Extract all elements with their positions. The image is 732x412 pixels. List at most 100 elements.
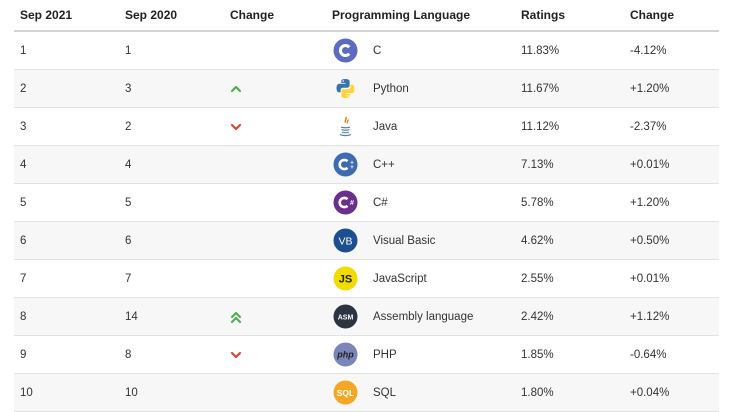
header-ratings[interactable]: Ratings	[521, 8, 566, 22]
sql-logo-icon: SQL	[333, 380, 358, 405]
change-value: +1.12%	[630, 310, 670, 323]
language-cell: Java	[332, 114, 520, 139]
language-cell: VB Visual Basic	[332, 228, 520, 253]
table-row[interactable]: 10 10 SQL SQL 1.80% +0.04%	[14, 374, 719, 412]
table-row[interactable]: 6 6 VB Visual Basic 4.62% +0.50%	[14, 222, 719, 260]
arrow-down-icon	[230, 122, 242, 132]
rank-2021: 4	[20, 158, 27, 171]
rank-2020: 4	[125, 158, 132, 171]
logo-text: SQL	[337, 388, 354, 398]
table-row[interactable]: 5 5 # C# 5.78% +1.20%	[14, 184, 719, 222]
java-logo-icon	[333, 114, 358, 139]
header-programming-language[interactable]: Programming Language	[332, 8, 471, 22]
rank-2020: 7	[125, 272, 132, 285]
change-value: +0.50%	[630, 234, 670, 247]
rank-2021: 3	[20, 120, 27, 133]
language-cell: ASM Assembly language	[332, 304, 520, 329]
csharp-logo-icon: #	[333, 190, 358, 215]
table-row[interactable]: 1 1 C 11.83% -4.12%	[14, 32, 719, 70]
language-name: C	[373, 44, 382, 57]
table-row[interactable]: 3 2 Java 11.12% -2.37%	[14, 108, 719, 146]
table-row[interactable]: 2 3 Python 11.67% +1.20%	[14, 70, 719, 108]
rank-2021: 7	[20, 272, 27, 285]
svg-text:+: +	[350, 161, 354, 167]
language-cell: php PHP	[332, 342, 520, 367]
change-value: +0.01%	[630, 158, 670, 171]
cpp-logo-icon: + +	[333, 152, 358, 177]
logo-text: php	[336, 350, 354, 360]
language-name: C#	[373, 196, 388, 209]
language-name: SQL	[373, 386, 397, 399]
rating-value: 2.55%	[521, 272, 554, 285]
rank-2021: 2	[20, 82, 27, 95]
c-logo-icon	[333, 38, 358, 63]
arrow-down-icon	[230, 350, 242, 360]
rank-2020: 6	[125, 234, 132, 247]
rank-2021: 9	[20, 348, 27, 361]
rank-2020: 8	[125, 348, 132, 361]
table-body: 1 1 C 11.83% -4.12% 2 3 Python 11.67% +1.20% 3 2 Jav…	[14, 32, 719, 412]
language-cell: # C#	[332, 190, 520, 215]
language-cell: C	[332, 38, 520, 63]
change-value: +0.01%	[630, 272, 670, 285]
trend-cell	[226, 350, 332, 360]
rating-value: 11.12%	[521, 120, 560, 133]
language-name: C++	[373, 158, 395, 171]
change-value: +1.20%	[630, 196, 670, 209]
rank-2020: 10	[125, 386, 138, 399]
language-name: Java	[373, 120, 398, 133]
rating-value: 5.78%	[521, 196, 554, 209]
language-name: JavaScript	[373, 272, 427, 285]
header-change[interactable]: Change	[230, 8, 275, 22]
trend-cell	[226, 122, 332, 132]
visual-basic-logo-icon: VB	[333, 228, 358, 253]
rating-value: 11.67%	[521, 82, 560, 95]
header-change-percent[interactable]: Change	[630, 8, 675, 22]
python-logo-icon	[333, 76, 358, 101]
header-sep-2020[interactable]: Sep 2020	[125, 8, 178, 22]
svg-text:#: #	[350, 200, 354, 207]
logo-text: JS	[339, 274, 352, 286]
assembly-logo-icon: ASM	[333, 304, 358, 329]
table-row[interactable]: 9 8 php PHP 1.85% -0.64%	[14, 336, 719, 374]
change-value: +0.04%	[630, 386, 670, 399]
rating-value: 1.80%	[521, 386, 554, 399]
rank-2020: 5	[125, 196, 132, 209]
language-ranking-table: Sep 2021 Sep 2020 Change Programming Lan…	[14, 0, 719, 412]
logo-text: ASM	[338, 314, 354, 321]
language-cell: JS JavaScript	[332, 266, 520, 291]
javascript-logo-icon: JS	[333, 266, 358, 291]
header-sep-2021[interactable]: Sep 2021	[20, 8, 73, 22]
language-cell: SQL SQL	[332, 380, 520, 405]
rank-2021: 8	[20, 310, 27, 323]
rank-2021: 1	[20, 44, 27, 57]
language-name: Visual Basic	[373, 234, 436, 247]
change-value: -0.64%	[630, 348, 667, 361]
table-header: Sep 2021 Sep 2020 Change Programming Lan…	[14, 0, 719, 32]
rating-value: 2.42%	[521, 310, 554, 323]
rank-2020: 3	[125, 82, 132, 95]
rating-value: 4.62%	[521, 234, 554, 247]
change-value: +1.20%	[630, 82, 670, 95]
language-name: PHP	[373, 348, 397, 361]
rating-value: 11.83%	[521, 44, 560, 57]
rank-2020: 14	[125, 310, 138, 323]
language-name: Python	[373, 82, 409, 95]
language-cell: Python	[332, 76, 520, 101]
svg-text:+: +	[350, 165, 354, 171]
rank-2021: 5	[20, 196, 27, 209]
rank-2020: 2	[125, 120, 132, 133]
rank-2021: 6	[20, 234, 27, 247]
trend-cell	[226, 84, 332, 94]
arrow-up-icon	[230, 84, 242, 94]
language-name: Assembly language	[373, 310, 474, 323]
rank-2020: 1	[125, 44, 132, 57]
trend-cell	[226, 310, 332, 324]
double-arrow-up-icon	[230, 310, 242, 324]
language-cell: + + C++	[332, 152, 520, 177]
table-row[interactable]: 7 7 JS JavaScript 2.55% +0.01%	[14, 260, 719, 298]
change-value: -2.37%	[630, 120, 667, 133]
logo-text: VB	[338, 235, 352, 247]
table-row[interactable]: 8 14 ASM Assembly language 2.42% +1.12%	[14, 298, 719, 336]
table-row[interactable]: 4 4 + + C++ 7.13% +0.01%	[14, 146, 719, 184]
